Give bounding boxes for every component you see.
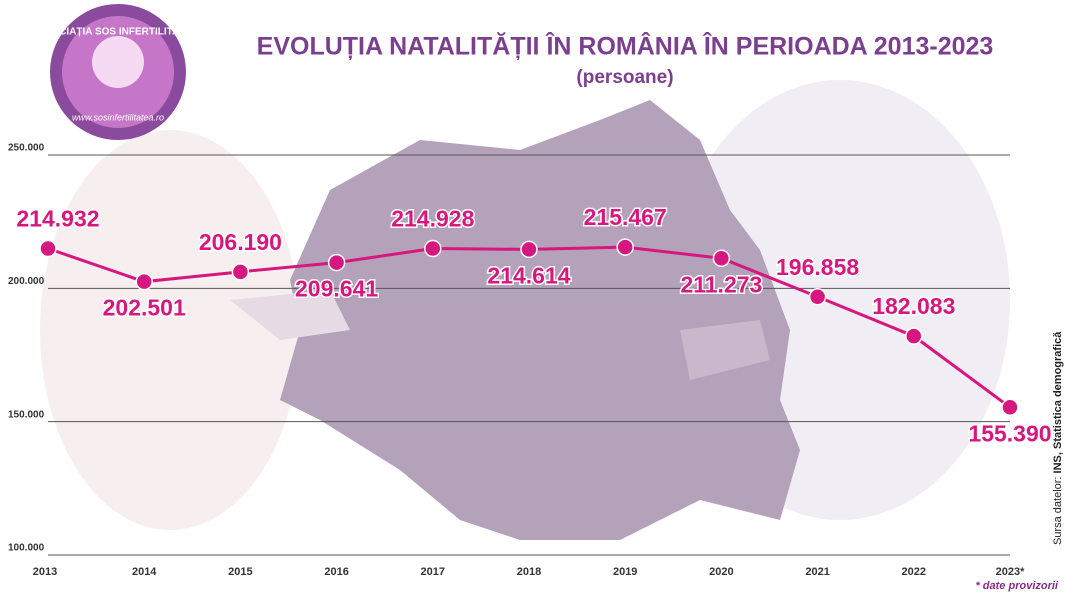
x-tick-label: 2022 bbox=[902, 566, 926, 578]
value-label: 215.467 bbox=[584, 204, 667, 230]
y-tick-label: 200.000 bbox=[8, 276, 45, 287]
value-label: 214.932 bbox=[16, 206, 99, 232]
x-tick-label: 2013 bbox=[33, 566, 57, 578]
x-tick-label: 2014 bbox=[132, 566, 157, 578]
logo: ASOCIAȚIA SOS INFERTILITATEA www.sosinfe… bbox=[38, 4, 199, 140]
value-label: 155.390 bbox=[968, 420, 1051, 446]
point bbox=[424, 239, 442, 258]
point bbox=[808, 287, 827, 306]
y-tick-label: 150.000 bbox=[8, 409, 45, 420]
point bbox=[327, 253, 346, 272]
x-tick-label: 2019 bbox=[613, 566, 637, 578]
x-tick-label: 2017 bbox=[421, 566, 445, 578]
value-label: 202.501 bbox=[103, 295, 186, 321]
x-tick-label: 2021 bbox=[805, 566, 829, 578]
value-label: 214.614 bbox=[487, 262, 570, 288]
point bbox=[520, 240, 538, 259]
value-label: 182.083 bbox=[872, 293, 955, 319]
x-tick-label: 2023* bbox=[996, 566, 1025, 578]
value-label: 196.858 bbox=[776, 254, 859, 280]
background-art bbox=[40, 80, 1010, 540]
y-tick-label: 100.000 bbox=[8, 543, 45, 554]
chart-subtitle: (persoane) bbox=[576, 67, 673, 88]
point bbox=[1001, 398, 1019, 417]
value-label: 214.928 bbox=[391, 206, 474, 232]
point bbox=[712, 249, 731, 268]
logo-text: ASOCIAȚIA SOS INFERTILITATEA bbox=[38, 27, 199, 38]
chart-title: EVOLUȚIA NATALITĂȚII ÎN ROMÂNIA ÎN PERIO… bbox=[257, 31, 994, 61]
x-tick-label: 2020 bbox=[709, 566, 733, 578]
point bbox=[905, 327, 923, 345]
value-label: 209.641 bbox=[295, 276, 378, 302]
point bbox=[231, 263, 250, 281]
x-tick-label: 2016 bbox=[324, 566, 348, 578]
y-tick-label: 250.000 bbox=[8, 143, 45, 154]
source-label: Sursa datelor: bbox=[1052, 477, 1064, 545]
value-label: 211.273 bbox=[680, 271, 762, 297]
footnote: * date provizorii bbox=[975, 580, 1058, 592]
x-tick-label: 2018 bbox=[517, 566, 541, 578]
point bbox=[39, 239, 57, 258]
value-label: 206.190 bbox=[199, 229, 282, 255]
source-value: INS, Statistica demografică bbox=[1052, 331, 1064, 474]
x-tick-label: 2015 bbox=[228, 566, 252, 578]
source: Sursa datelor: INS, Statistica demografi… bbox=[1052, 331, 1064, 545]
logo-url: www.sosinfertilitatea.ro bbox=[72, 112, 164, 122]
point bbox=[616, 238, 634, 256]
point bbox=[135, 272, 153, 291]
